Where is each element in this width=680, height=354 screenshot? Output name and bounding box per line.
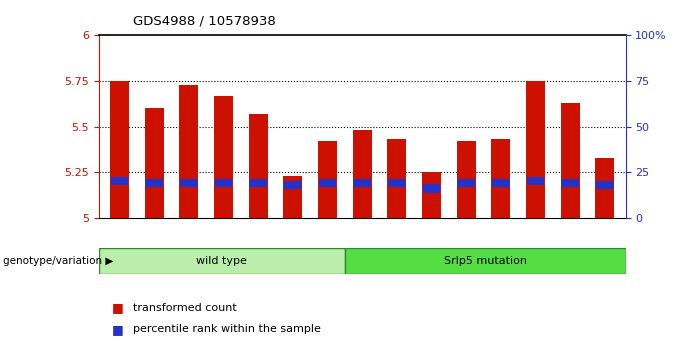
Bar: [456, 141, 475, 218]
Bar: [250, 179, 267, 187]
Bar: [180, 179, 197, 187]
Bar: [422, 172, 441, 218]
Bar: [284, 181, 301, 189]
Bar: [458, 179, 475, 187]
Text: GDS4988 / 10578938: GDS4988 / 10578938: [133, 14, 275, 27]
Bar: [214, 96, 233, 218]
Bar: [596, 181, 613, 189]
Bar: [215, 179, 232, 187]
Text: percentile rank within the sample: percentile rank within the sample: [133, 324, 320, 334]
Bar: [562, 179, 579, 187]
Bar: [146, 179, 163, 187]
Bar: [492, 179, 509, 187]
Bar: [595, 158, 614, 218]
Bar: [387, 139, 407, 218]
Bar: [180, 85, 199, 218]
Bar: [319, 179, 336, 187]
Bar: [527, 177, 544, 185]
Bar: [526, 81, 545, 218]
FancyBboxPatch shape: [99, 248, 345, 274]
Text: transformed count: transformed count: [133, 303, 237, 313]
Bar: [284, 176, 303, 218]
Bar: [423, 184, 440, 193]
Bar: [352, 130, 372, 218]
Bar: [111, 177, 128, 185]
Bar: [388, 179, 405, 187]
Bar: [491, 139, 510, 218]
FancyBboxPatch shape: [345, 248, 626, 274]
Text: ■: ■: [112, 323, 124, 336]
Bar: [249, 114, 268, 218]
Bar: [560, 103, 579, 218]
Bar: [318, 141, 337, 218]
Text: ■: ■: [112, 302, 124, 314]
Text: Srlp5 mutation: Srlp5 mutation: [443, 256, 526, 266]
Bar: [145, 108, 164, 218]
Bar: [110, 81, 129, 218]
Bar: [354, 179, 371, 187]
Text: genotype/variation ▶: genotype/variation ▶: [3, 256, 114, 266]
Text: wild type: wild type: [196, 256, 247, 266]
